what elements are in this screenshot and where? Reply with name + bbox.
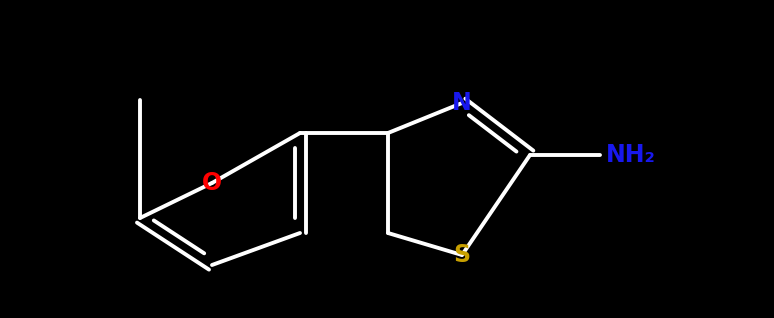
Text: O: O [202,171,222,195]
Text: NH₂: NH₂ [606,143,656,167]
Text: N: N [452,91,472,115]
Text: S: S [454,243,471,267]
